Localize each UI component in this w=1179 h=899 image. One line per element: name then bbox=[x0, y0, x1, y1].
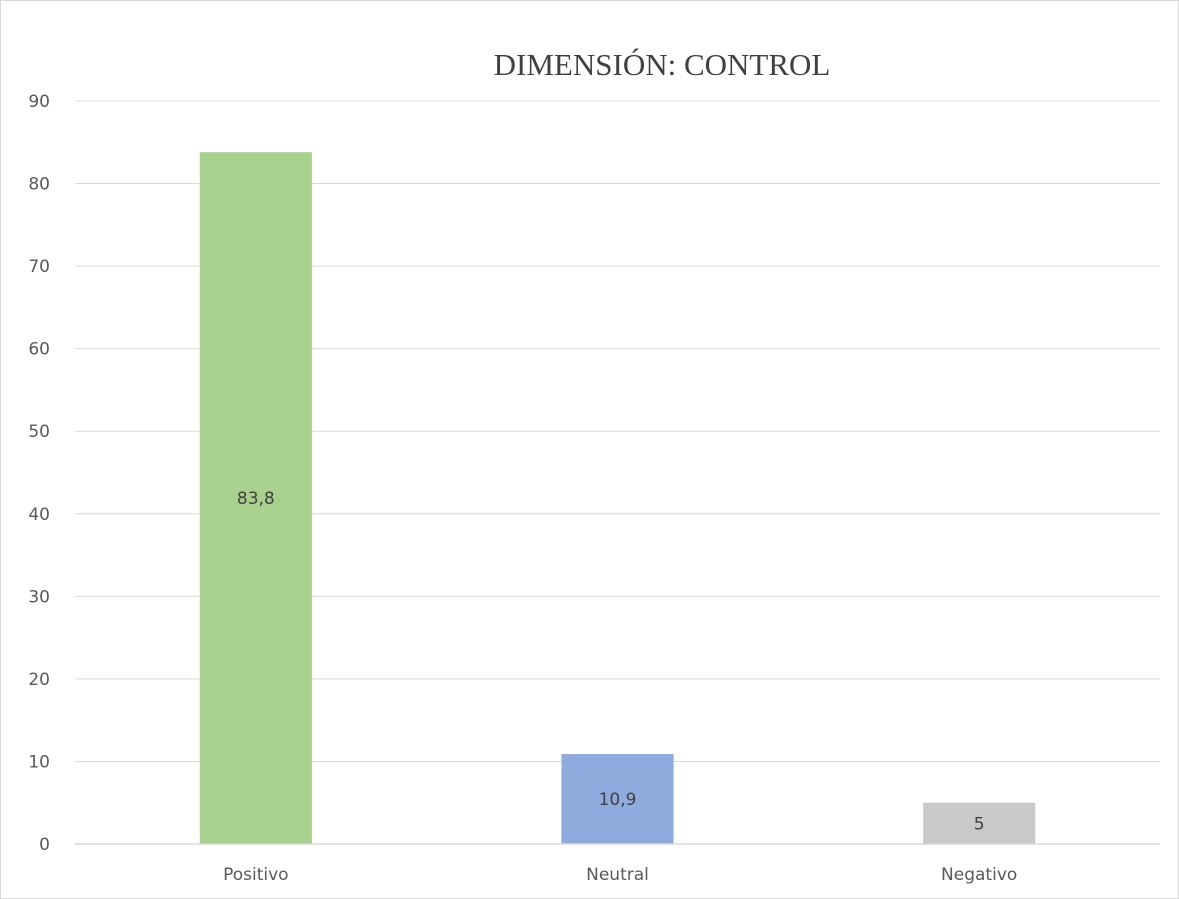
bar-neutral bbox=[561, 754, 674, 844]
data-label: 83,8 bbox=[237, 489, 275, 509]
y-tick-label: 20 bbox=[28, 670, 50, 690]
y-tick-label: 70 bbox=[28, 257, 50, 277]
bar-positivo bbox=[199, 152, 312, 844]
data-label: 10,9 bbox=[599, 790, 637, 810]
x-tick-label: Negativo bbox=[941, 865, 1017, 885]
y-tick-label: 10 bbox=[28, 752, 50, 772]
y-tick-label: 90 bbox=[28, 92, 50, 112]
bars: 83,8 10,9 5 bbox=[199, 152, 1036, 844]
x-axis: Positivo Neutral Negativo bbox=[75, 843, 1160, 885]
y-axis: 0 10 20 30 40 50 60 70 80 90 bbox=[28, 92, 50, 855]
bar-negativo bbox=[923, 802, 1036, 844]
x-tick-label: Neutral bbox=[586, 865, 649, 885]
y-tick-label: 50 bbox=[28, 422, 50, 442]
y-tick-label: 0 bbox=[39, 835, 50, 855]
y-tick-label: 60 bbox=[28, 340, 50, 360]
data-label: 5 bbox=[974, 814, 985, 834]
y-tick-label: 40 bbox=[28, 505, 50, 525]
y-tick-label: 80 bbox=[28, 175, 50, 195]
x-tick-label: Positivo bbox=[223, 865, 288, 885]
y-tick-label: 30 bbox=[28, 587, 50, 607]
chart-title: DIMENSIÓN: CONTROL bbox=[494, 47, 831, 82]
